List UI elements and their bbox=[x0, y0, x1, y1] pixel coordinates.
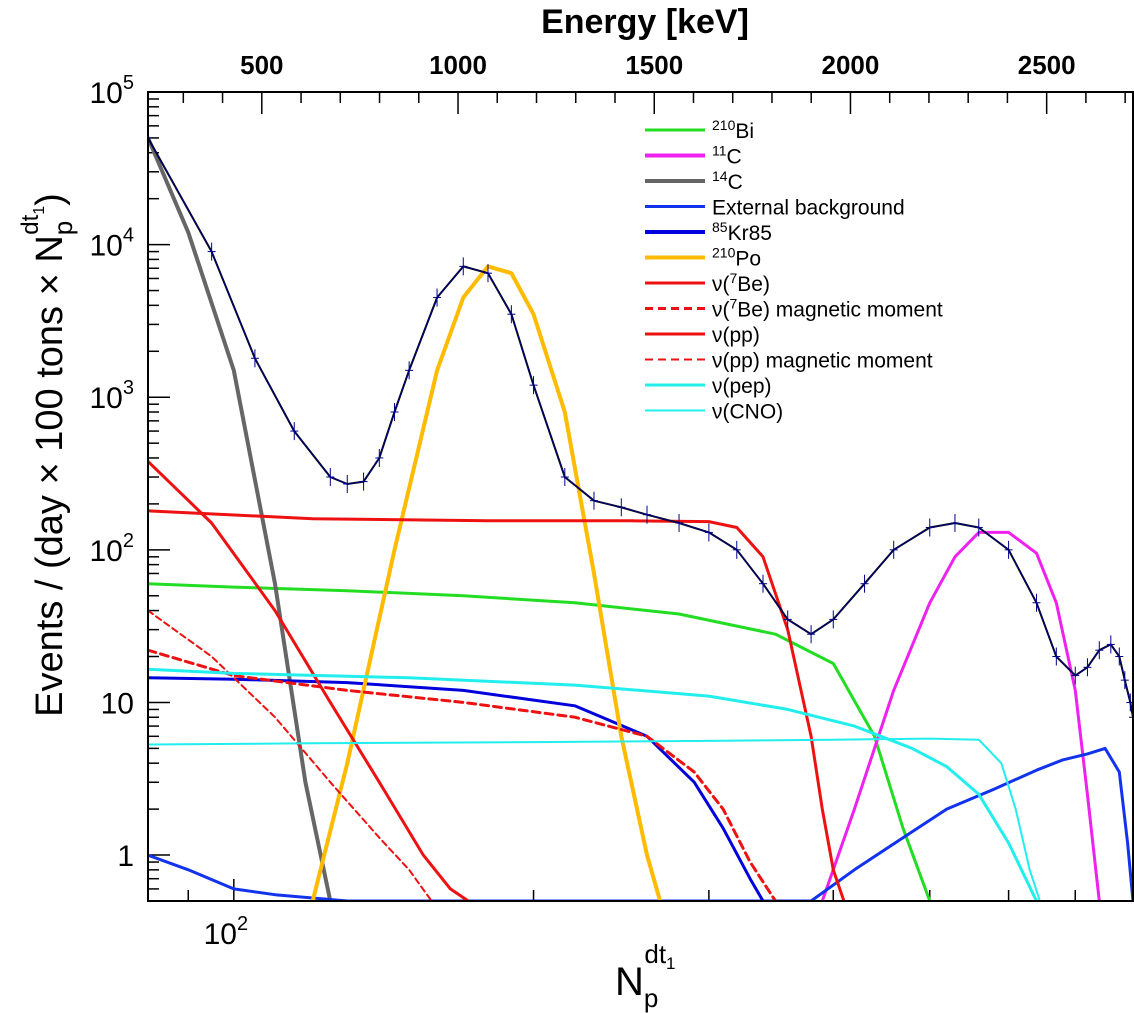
series-line bbox=[148, 135, 333, 901]
x-axis-title: Np dt1 bbox=[615, 939, 676, 1013]
top-tick-label: 2000 bbox=[822, 50, 880, 80]
legend-label: 14C bbox=[712, 168, 743, 194]
top-tick-label: 1000 bbox=[429, 50, 487, 80]
plot-frame bbox=[147, 91, 1134, 902]
legend-label: External background bbox=[712, 197, 905, 220]
series-line bbox=[148, 136, 1133, 719]
series-line bbox=[148, 137, 1133, 718]
y-tick-label: 103 bbox=[90, 377, 135, 415]
series-layer bbox=[148, 128, 1133, 901]
y-tick-label: 10 bbox=[101, 687, 134, 720]
y-tick-label: 105 bbox=[90, 72, 135, 110]
series-line bbox=[148, 648, 777, 901]
legend-label: 210Po bbox=[712, 245, 761, 271]
top-axis-ticks: 500 1000 1500 2000 2500 bbox=[182, 50, 1126, 114]
y-axis-title-sup: dt bbox=[17, 214, 44, 234]
legend-label: ν(CNO) bbox=[712, 401, 783, 424]
legend-label: ν(pp) bbox=[712, 324, 760, 347]
legend-label: ν(pp) magnetic moment bbox=[712, 350, 933, 373]
y-axis-title-sub: p bbox=[48, 221, 78, 235]
x-axis-title-sub: p bbox=[644, 983, 658, 1013]
y-axis-title-main: Events / (day × 100 tons × N bbox=[29, 235, 71, 717]
series-line bbox=[148, 737, 1041, 901]
legend-label: ν(7Be) bbox=[712, 270, 770, 296]
top-tick-label: 1500 bbox=[625, 50, 683, 80]
series-line bbox=[148, 676, 765, 901]
series-line bbox=[148, 582, 932, 901]
y-axis-title: Events / (day × 100 tons × Npdt1) bbox=[17, 193, 78, 717]
x-tick-label: 102 bbox=[204, 913, 248, 951]
series-line bbox=[148, 509, 846, 901]
top-tick-label: 2500 bbox=[1018, 50, 1076, 80]
y-axis-ticks: 1 10 102 103 104 105 bbox=[90, 72, 170, 902]
y-axis-title-close: ) bbox=[29, 193, 71, 206]
legend-label: 11C bbox=[712, 143, 742, 169]
y-axis-title-supsub: 1 bbox=[31, 206, 48, 215]
series-line bbox=[148, 746, 1133, 901]
y-tick-label: 104 bbox=[90, 225, 135, 263]
legend-label: 85Kr85 bbox=[712, 219, 772, 245]
legend-label: ν(pep) bbox=[712, 375, 772, 398]
y-tick-label: 102 bbox=[90, 530, 135, 568]
x-axis-title-sup: dt bbox=[644, 939, 666, 969]
x-axis-title-supsub: 1 bbox=[666, 954, 675, 973]
top-tick-label: 500 bbox=[240, 50, 283, 80]
series-line bbox=[148, 609, 433, 901]
top-axis-title: Energy [keV] bbox=[541, 3, 749, 41]
series-line bbox=[820, 530, 1101, 901]
legend-label: ν(7Be) magnetic moment bbox=[712, 296, 943, 322]
legend-label: 210Bi bbox=[712, 117, 754, 143]
x-axis-title-base: N bbox=[615, 960, 644, 1004]
series-line bbox=[310, 264, 663, 901]
y-tick-label: 1 bbox=[117, 840, 134, 873]
series-line bbox=[148, 667, 1038, 901]
